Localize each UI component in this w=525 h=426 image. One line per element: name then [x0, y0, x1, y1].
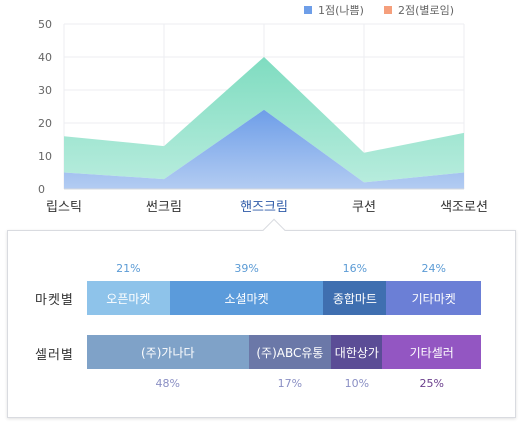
seller-segment[interactable]: 기타셀러 [382, 335, 481, 369]
y-tick-label: 0 [38, 183, 45, 196]
legend-item-score1[interactable]: 1점(나쁨) [304, 2, 364, 18]
y-tick-label: 50 [38, 18, 52, 31]
x-tick-label[interactable]: 핸즈크림 [240, 199, 288, 215]
y-tick-label: 10 [38, 150, 52, 163]
seller-segment[interactable]: (주)가나다 [87, 335, 249, 369]
seller-percent-label: 10% [344, 377, 370, 390]
x-tick-label[interactable]: 색조로션 [440, 200, 488, 215]
market-segment[interactable]: 오픈마켓 [87, 281, 170, 315]
seller-segment[interactable]: 대한상가 [331, 335, 383, 369]
legend-item-score2[interactable]: 2점(별로임) [383, 2, 455, 18]
market-segment[interactable]: 기타마켓 [386, 281, 481, 315]
legend-swatch-score2 [383, 6, 392, 14]
seller-percent-label: 48% [155, 377, 180, 390]
legend-label-score1: 1점(나쁨) [318, 4, 364, 17]
series-area-score2 [64, 57, 464, 183]
legend-label-score2: 2점(별로임) [397, 4, 455, 17]
y-tick-label: 30 [38, 84, 52, 97]
x-tick-label[interactable]: 립스틱 [46, 200, 82, 215]
area-chart: 0 10 20 30 40 50 립스틱 썬크림 핸즈크림 쿠션 색조로션 [38, 18, 488, 215]
market-segment[interactable]: 종합마트 [323, 281, 387, 315]
market-percent-label: 39% [234, 262, 259, 275]
x-tick-label[interactable]: 썬크림 [146, 200, 182, 215]
chart-legend: 1점(나쁨) 2점(별로임) [304, 2, 454, 18]
y-tick-label: 20 [38, 117, 52, 130]
seller-row-label: 셀러별 [35, 348, 74, 363]
x-tick-label[interactable]: 쿠션 [352, 200, 376, 215]
seller-percent-label: 25% [419, 377, 444, 390]
seller-share-bar: (주)가나다 (주)ABC유통 대한상가 기타셀러 [87, 335, 481, 369]
y-tick-label: 40 [38, 51, 52, 64]
legend-swatch-score1 [304, 6, 312, 14]
detail-popover: 마켓별 오픈마켓 소셜마켓 종합마트 기타마켓 셀러별 (주)가나다 (주)ABC유통 대… [7, 218, 516, 418]
seller-segment[interactable]: (주)ABC유통 [248, 335, 332, 369]
seller-percent-label: 17% [277, 377, 303, 390]
market-percent-label: 16% [342, 262, 368, 275]
series-area-score1 [64, 109, 464, 189]
market-segment[interactable]: 소셜마켓 [169, 281, 324, 315]
market-row-label: 마켓별 [35, 293, 74, 308]
market-percent-label: 21% [116, 262, 141, 275]
market-percent-label: 24% [421, 262, 446, 275]
market-share-bar: 오픈마켓 소셜마켓 종합마트 기타마켓 [87, 281, 481, 315]
